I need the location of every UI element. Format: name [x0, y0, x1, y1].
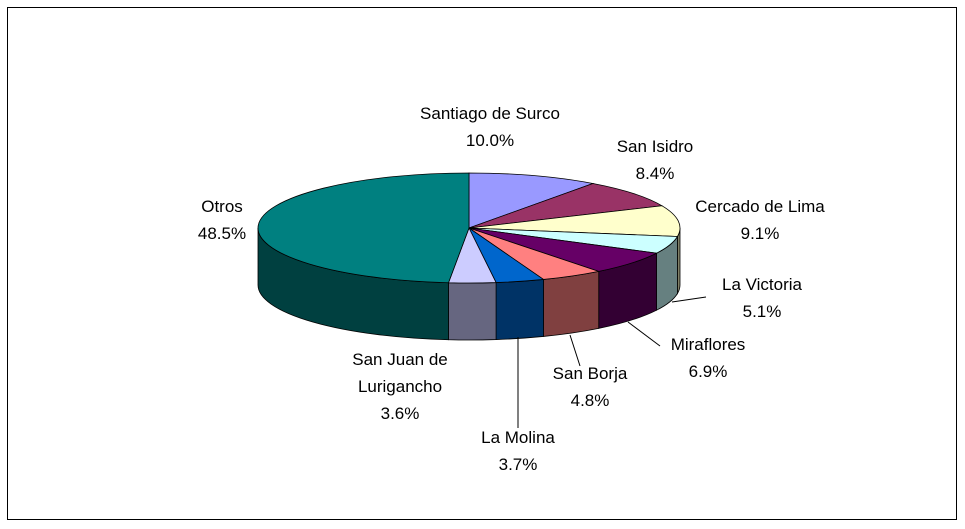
slice-label: La Victoria 5.1% — [697, 271, 827, 325]
pie-slice — [257, 172, 470, 284]
slice-name: Santiago de Surco — [420, 104, 560, 123]
pie — [257, 172, 681, 341]
slice-name: Miraflores — [670, 335, 746, 354]
slice-value: 48.5% — [197, 224, 247, 243]
pie-slice-side — [543, 270, 600, 337]
slice-value: 6.9% — [688, 362, 728, 381]
slice-label: Miraflores 6.9% — [643, 331, 773, 385]
slice-value: 10.0% — [465, 131, 515, 150]
slice-value: 3.7% — [498, 455, 538, 474]
slice-value: 8.4% — [635, 164, 675, 183]
slice-name: San Borja — [552, 364, 628, 383]
slice-name: La Victoria — [721, 275, 802, 294]
slice-label: San Juan de Lurigancho 3.6% — [335, 346, 465, 427]
slice-label: San Isidro 8.4% — [595, 133, 715, 187]
leader-lines — [517, 296, 707, 428]
slice-name: San Isidro — [616, 137, 694, 156]
slice-label: La Molina 3.7% — [458, 424, 578, 478]
slice-value: 5.1% — [742, 302, 782, 321]
slice-label: Santiago de Surco 10.0% — [400, 100, 580, 154]
slice-name: La Molina — [481, 428, 555, 447]
slice-label: Cercado de Lima 9.1% — [680, 193, 840, 247]
leader-line — [627, 321, 661, 347]
slice-value: 3.6% — [380, 404, 420, 423]
pie-slice-side — [495, 279, 544, 340]
slice-name: Otros — [201, 197, 243, 216]
leader-line — [671, 296, 707, 303]
slice-label: San Borja 4.8% — [535, 360, 645, 414]
slice-value: 4.8% — [570, 391, 610, 410]
slice-name: Cercado de Lima — [695, 197, 825, 216]
pie-slice — [468, 172, 595, 229]
slice-value: 9.1% — [740, 224, 780, 243]
pie-slice-side — [448, 282, 497, 341]
leader-line — [569, 334, 581, 367]
slice-label: Otros 48.5% — [172, 193, 272, 247]
pie-slice — [468, 183, 664, 229]
pie-slice — [468, 205, 681, 237]
slice-name: San Juan de Lurigancho — [352, 350, 448, 396]
